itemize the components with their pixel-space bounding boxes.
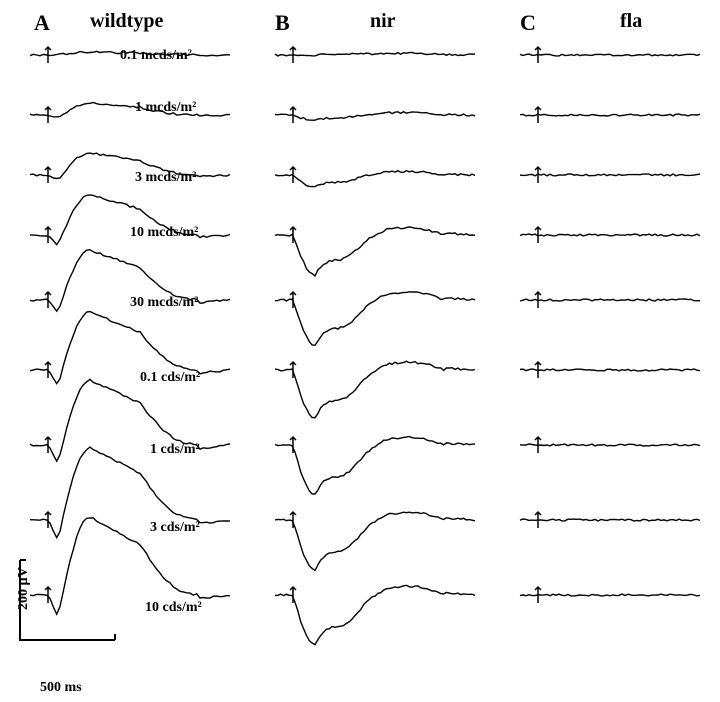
scale-vertical-label: 200 µV xyxy=(16,567,32,610)
erg-trace-C-5 xyxy=(520,369,700,371)
erg-trace-B-3 xyxy=(275,227,475,276)
erg-trace-B-7 xyxy=(275,512,475,570)
stimulus-marker-A-4 xyxy=(45,292,51,308)
erg-trace-C-4 xyxy=(520,299,700,301)
erg-trace-C-2 xyxy=(520,174,700,176)
erg-trace-B-5 xyxy=(275,361,475,417)
erg-trace-C-3 xyxy=(520,234,700,236)
erg-trace-C-1 xyxy=(520,114,700,116)
erg-trace-B-0 xyxy=(275,53,475,56)
erg-trace-C-7 xyxy=(520,519,700,521)
scale-horizontal-label: 500 ms xyxy=(40,680,82,696)
erg-trace-A-6 xyxy=(30,379,230,461)
erg-traces-canvas xyxy=(0,0,720,702)
erg-trace-A-4 xyxy=(30,250,230,312)
erg-trace-A-1 xyxy=(30,103,230,117)
stimulus-marker-A-3 xyxy=(45,227,51,243)
erg-trace-B-8 xyxy=(275,585,475,644)
erg-trace-B-2 xyxy=(275,171,475,187)
erg-trace-A-7 xyxy=(30,447,230,537)
erg-trace-B-6 xyxy=(275,437,475,495)
erg-trace-B-4 xyxy=(275,292,475,346)
erg-figure: A wildtype B nir C fla 0.1 mcds/m² 1 mcd… xyxy=(0,0,720,702)
erg-trace-C-0 xyxy=(520,54,700,56)
erg-trace-C-8 xyxy=(520,594,700,596)
erg-trace-B-1 xyxy=(275,112,475,121)
erg-trace-A-0 xyxy=(30,51,230,56)
erg-trace-A-5 xyxy=(30,312,230,384)
erg-trace-A-3 xyxy=(30,195,230,245)
erg-trace-A-2 xyxy=(30,153,230,178)
erg-trace-C-6 xyxy=(520,444,700,446)
